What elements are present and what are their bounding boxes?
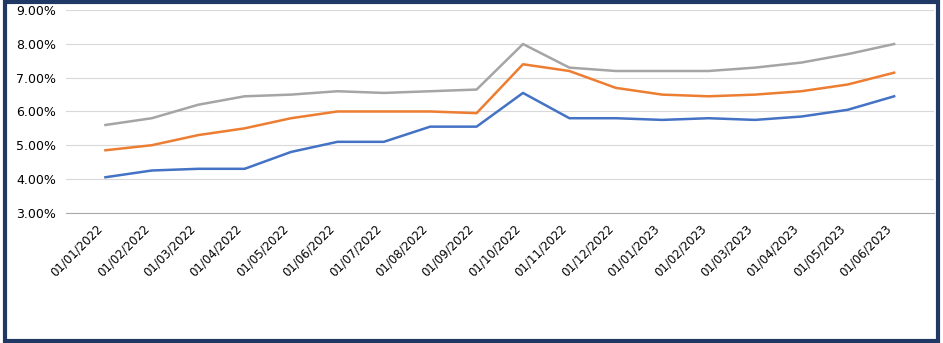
60 <box>471 125 482 129</box>
65 <box>564 69 575 73</box>
70 <box>796 60 807 64</box>
65 <box>286 116 297 120</box>
60 <box>518 91 529 95</box>
70 <box>239 94 250 98</box>
60 <box>239 167 250 171</box>
65 <box>192 133 204 137</box>
65 <box>842 82 853 86</box>
65 <box>378 109 389 114</box>
65 <box>239 126 250 130</box>
70 <box>424 89 436 93</box>
70 <box>518 42 529 46</box>
60 <box>378 140 389 144</box>
70 <box>286 93 297 97</box>
70 <box>656 69 668 73</box>
65 <box>610 86 621 90</box>
60 <box>286 150 297 154</box>
70 <box>750 66 761 70</box>
65 <box>888 71 900 75</box>
65 <box>146 143 157 147</box>
60 <box>888 94 900 98</box>
70 <box>471 87 482 92</box>
60 <box>703 116 714 120</box>
65 <box>424 109 436 114</box>
Line: 70: 70 <box>106 44 894 125</box>
60 <box>424 125 436 129</box>
70 <box>146 116 157 120</box>
70 <box>378 91 389 95</box>
70 <box>564 66 575 70</box>
60 <box>750 118 761 122</box>
Line: 65: 65 <box>106 64 894 150</box>
60 <box>610 116 621 120</box>
60 <box>146 168 157 173</box>
65 <box>656 93 668 97</box>
60 <box>100 175 111 179</box>
70 <box>100 123 111 127</box>
65 <box>100 148 111 152</box>
60 <box>564 116 575 120</box>
65 <box>703 94 714 98</box>
65 <box>796 89 807 93</box>
60 <box>332 140 343 144</box>
60 <box>796 115 807 119</box>
70 <box>610 69 621 73</box>
65 <box>471 111 482 115</box>
65 <box>518 62 529 66</box>
60 <box>842 108 853 112</box>
65 <box>750 93 761 97</box>
Legend: 60, 65, 70: 60, 65, 70 <box>385 337 615 343</box>
65 <box>332 109 343 114</box>
70 <box>888 42 900 46</box>
60 <box>656 118 668 122</box>
70 <box>703 69 714 73</box>
70 <box>192 103 204 107</box>
70 <box>842 52 853 56</box>
60 <box>192 167 204 171</box>
Line: 60: 60 <box>106 93 894 177</box>
70 <box>332 89 343 93</box>
